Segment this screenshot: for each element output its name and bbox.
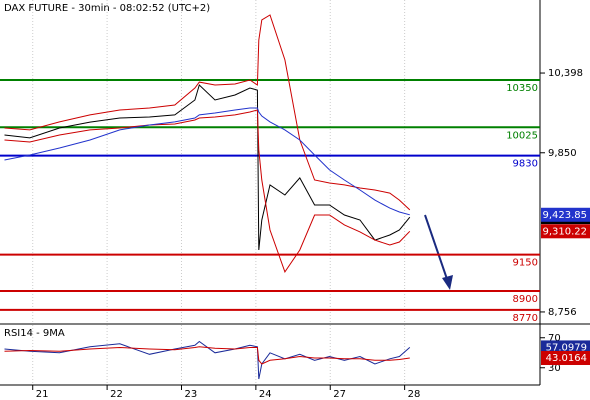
value-box xyxy=(541,350,590,365)
value-box-label: 9,423.85 xyxy=(542,210,587,221)
series-line xyxy=(4,340,411,380)
series-line xyxy=(4,346,410,365)
y-tick-label: 30 xyxy=(548,363,561,374)
level-label: 10350 xyxy=(506,83,538,94)
level-label: 8900 xyxy=(513,294,538,305)
value-box-label: 9,310.22 xyxy=(542,226,587,237)
x-tick-label: 24 xyxy=(259,389,272,400)
y-tick-label: 8,756 xyxy=(548,307,577,318)
x-tick-label: 27 xyxy=(333,389,346,400)
value-box xyxy=(541,340,590,355)
x-tick-label: 22 xyxy=(110,389,123,400)
x-tick-label: 23 xyxy=(184,389,197,400)
value-box xyxy=(541,207,590,222)
level-label: 9150 xyxy=(513,258,538,269)
series-line xyxy=(4,14,411,211)
y-tick-label: 70 xyxy=(548,333,561,344)
value-box-label: 43.0164 xyxy=(546,353,587,364)
y-tick-label: 10,398 xyxy=(548,68,583,79)
y-tick-label: 9,850 xyxy=(548,148,577,159)
x-tick-label: 28 xyxy=(408,389,421,400)
value-box-label: 57.0979 xyxy=(546,342,587,353)
x-tick-label: 21 xyxy=(36,389,49,400)
chart-title: DAX FUTURE - 30min - 08:02:52 (UTC+2) xyxy=(4,3,210,14)
series-line xyxy=(4,107,410,216)
series-line xyxy=(4,109,411,273)
rsi-title: RSI14 - 9MA xyxy=(4,328,65,339)
level-label: 8770 xyxy=(513,313,538,324)
forecast-arrow xyxy=(424,214,453,290)
series-line xyxy=(4,84,411,251)
level-label: 9830 xyxy=(513,159,538,170)
level-label: 10025 xyxy=(506,130,538,141)
value-box xyxy=(541,224,590,239)
